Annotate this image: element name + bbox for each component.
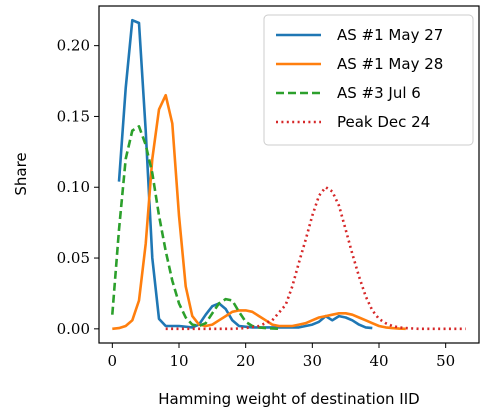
legend-entry-label: Peak Dec 24 [337,113,430,131]
legend-entry-label: AS #1 May 28 [337,55,443,73]
series-group [111,18,466,331]
series-line-3 [111,125,280,331]
x-axis: 0 10 20 30 40 50 [108,343,455,370]
series-line-4 [165,185,466,331]
legend-entry-label: AS #1 May 27 [337,26,443,44]
y-tick-label: 0.10 [57,178,90,196]
axes-frame [98,5,480,344]
x-tick-label: 40 [369,352,388,370]
y-tick-label: 0.05 [57,249,90,267]
series-line-2 [112,93,406,331]
legend-box [263,14,474,146]
x-tick-label: 50 [436,352,455,370]
y-tick-label: 0.15 [57,107,90,125]
y-tick-label: 0.20 [57,37,90,55]
x-tick-label: 10 [169,352,188,370]
y-axis: 0.00 0.05 0.10 0.15 0.20 [57,37,99,338]
y-axis-label: Share [12,152,30,195]
x-tick-label: 20 [236,352,255,370]
legend: AS #1 May 27 AS #1 May 28 AS #3 Jul 6 Peak … [263,14,474,146]
y-tick-label: 0.00 [57,320,90,338]
x-axis-label: Hamming weight of destination IID [158,390,419,408]
legend-entry-label: AS #3 Jul 6 [337,84,421,102]
x-tick-label: 0 [108,352,118,370]
x-tick-label: 30 [303,352,322,370]
